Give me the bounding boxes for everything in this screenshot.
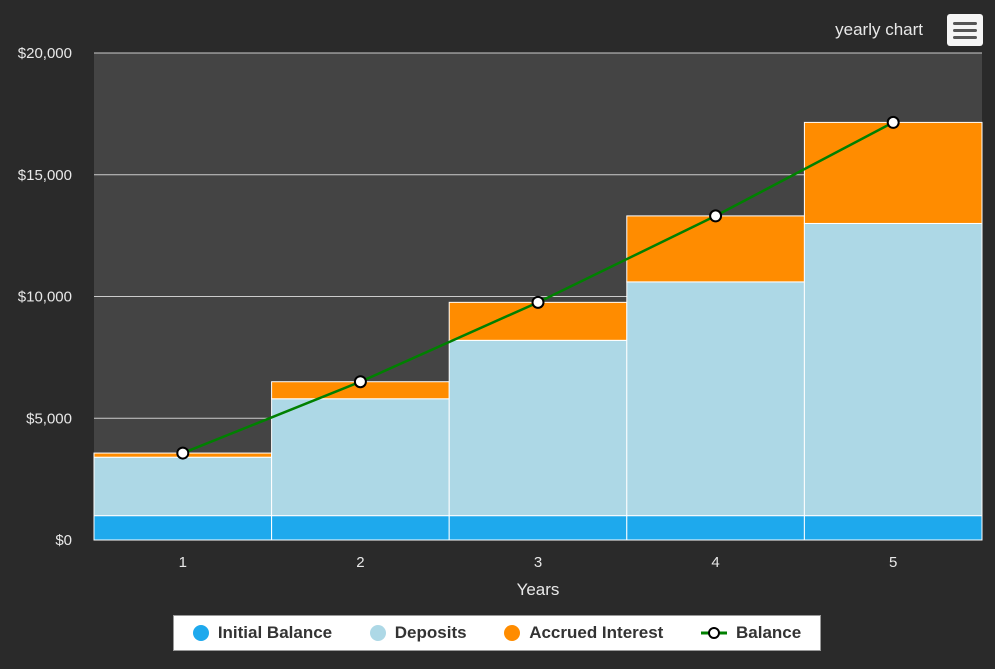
x-tick-label: 3 [534, 554, 542, 571]
bar-accrued-interest [803, 121, 983, 224]
legend-label: Accrued Interest [529, 623, 664, 642]
hamburger-line [953, 35, 977, 39]
y-tick-label: $0 [55, 532, 72, 549]
balance-point [176, 446, 190, 460]
legend-marker [192, 625, 209, 641]
legend-marker [369, 625, 386, 641]
legend-marker [504, 625, 521, 641]
y-tick-label: $15,000 [18, 167, 72, 184]
legend-item-balance[interactable]: Balance [700, 623, 802, 643]
bar-accrued-interest [626, 215, 805, 283]
chart-title: yearly chart [835, 20, 923, 39]
balance-point [709, 209, 723, 223]
bar-initial-balance [803, 515, 983, 541]
legend-label: Initial Balance [217, 623, 333, 642]
hamburger-icon [953, 21, 977, 25]
x-tick-label: 2 [356, 554, 364, 571]
y-tick-label: $5,000 [26, 410, 72, 427]
bar-initial-balance [448, 515, 628, 541]
legend: Initial Balance Deposits Accrued Interes… [173, 615, 821, 651]
y-tick-label: $20,000 [18, 45, 72, 62]
hamburger-line [953, 28, 977, 32]
bar-initial-balance [626, 515, 805, 541]
legend-item-accrued-interest[interactable]: Accrued Interest [504, 623, 663, 643]
balance-point [531, 295, 545, 309]
bar-initial-balance [93, 515, 273, 541]
legend-label: Balance [735, 623, 802, 642]
menu-button[interactable] [947, 14, 983, 46]
legend-line-marker [700, 627, 727, 639]
x-tick-label: 1 [179, 554, 187, 571]
legend-item-initial-balance[interactable]: Initial Balance [192, 623, 333, 643]
legend-label: Deposits [394, 623, 467, 642]
bar-deposits [803, 222, 983, 517]
x-tick-label: 5 [889, 554, 897, 571]
balance-point [353, 375, 367, 389]
legend-item-deposits[interactable]: Deposits [369, 623, 467, 643]
x-axis-label: Years [517, 580, 560, 599]
bar-initial-balance [271, 515, 450, 541]
y-tick-label: $10,000 [18, 289, 72, 306]
bar-deposits [93, 456, 273, 517]
bar-deposits [271, 398, 450, 517]
x-tick-label: 4 [711, 554, 719, 571]
bar-deposits [448, 339, 628, 517]
bar-deposits [626, 281, 805, 517]
balance-point [886, 115, 900, 129]
